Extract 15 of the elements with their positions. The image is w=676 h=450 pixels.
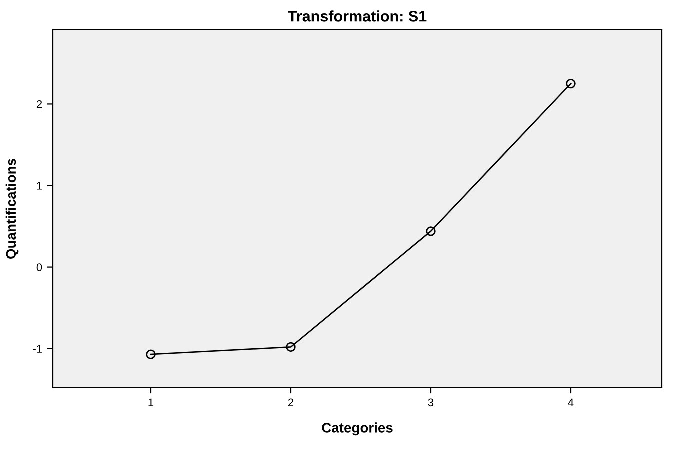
y-tick-label: -1 — [33, 345, 42, 353]
chart-title: Transformation: S1 — [288, 10, 427, 22]
x-tick-label: 3 — [428, 398, 434, 407]
x-axis-title: Categories — [322, 422, 393, 436]
y-tick-label: 2 — [36, 100, 42, 108]
y-tick-label: 1 — [37, 182, 42, 190]
point — [566, 78, 576, 89]
y-axis-title: Quantifications — [6, 159, 19, 259]
point — [146, 350, 156, 360]
x-tick-label: 1 — [148, 398, 154, 406]
y-tick-label: 0 — [36, 264, 42, 272]
x-tick-label: 2 — [288, 398, 294, 406]
point — [426, 226, 436, 236]
x-tick-label: 4 — [568, 398, 574, 406]
point — [286, 342, 296, 352]
